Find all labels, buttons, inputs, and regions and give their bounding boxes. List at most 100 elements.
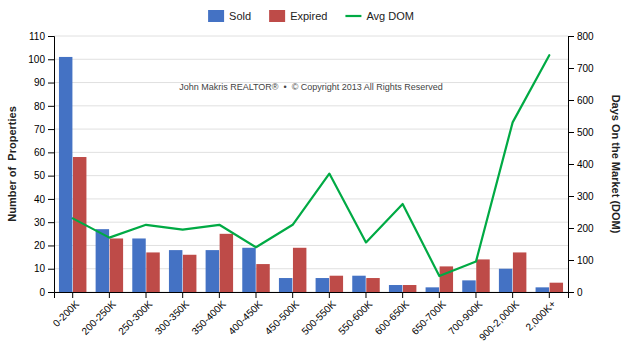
tick-label: 900-2,000K — [477, 298, 522, 343]
tick-mark — [182, 292, 183, 298]
tick-mark — [568, 228, 574, 229]
tick-mark — [329, 292, 330, 298]
tick: 50 — [34, 170, 54, 181]
tick: 800 — [568, 31, 594, 42]
tick-label: 700-900K — [446, 298, 485, 337]
tick-mark — [146, 292, 147, 298]
tick-label: 600-650K — [373, 298, 412, 337]
bar — [426, 287, 439, 292]
legend: Sold Expired Avg DOM — [208, 10, 414, 22]
grid-line — [54, 129, 568, 130]
bar — [462, 280, 475, 292]
grid-line — [54, 36, 568, 37]
y-axis-title: Number of Properties — [6, 106, 18, 222]
tick: 550-600K — [336, 292, 375, 337]
tick-mark — [109, 292, 110, 298]
chart: 0102030405060708090100110010020030040050… — [0, 0, 628, 354]
tick-mark — [72, 292, 73, 298]
tick-mark — [256, 292, 257, 298]
tick: 60 — [34, 147, 54, 158]
tick-label: 30 — [34, 217, 46, 228]
tick-label: 100 — [28, 54, 45, 65]
tick-label: 500 — [577, 127, 594, 138]
tick: 300 — [568, 191, 594, 202]
tick: 20 — [34, 240, 54, 251]
tick: 400 — [568, 159, 594, 170]
bar — [316, 278, 329, 292]
tick-label: 50 — [34, 170, 46, 181]
tick-label: 0-200K — [51, 298, 82, 329]
tick-mark — [568, 100, 574, 101]
tick: 30 — [34, 217, 54, 228]
tick: 650-700K — [409, 292, 448, 337]
legend-label: Expired — [290, 10, 327, 22]
tick-label: 20 — [34, 240, 46, 251]
bar — [183, 255, 196, 292]
tick-label: 40 — [34, 194, 46, 205]
tick: 90 — [34, 77, 54, 88]
tick: 80 — [34, 101, 54, 112]
tick: 700 — [568, 63, 594, 74]
tick: 0-200K — [51, 292, 82, 329]
tick-mark — [48, 36, 54, 37]
bar — [403, 285, 416, 292]
tick: 600 — [568, 95, 594, 106]
tick-mark — [402, 292, 403, 298]
grid-line — [54, 59, 568, 60]
tick-label: 80 — [34, 101, 46, 112]
tick-mark — [568, 68, 574, 69]
tick: 200 — [568, 223, 594, 234]
tick-label: 300 — [577, 191, 594, 202]
tick-label: 250-300K — [116, 298, 155, 337]
tick: 900-2,000K — [477, 292, 522, 343]
legend-swatch — [269, 10, 285, 22]
tick-mark — [48, 106, 54, 107]
axis-line — [569, 37, 575, 293]
tick-label: 200 — [577, 223, 594, 234]
legend-label: Sold — [229, 10, 251, 22]
plot: 0102030405060708090100110010020030040050… — [6, 31, 622, 343]
tick-label: 10 — [34, 263, 46, 274]
y2-axis: 0100200300400500600700800 — [568, 31, 594, 298]
tick-mark — [568, 132, 574, 133]
bar — [499, 269, 512, 292]
tick-mark — [568, 260, 574, 261]
tick-mark — [219, 292, 220, 298]
legend-label: Avg DOM — [366, 10, 413, 22]
tick-label: 400 — [577, 159, 594, 170]
tick-label: 400-450K — [226, 298, 265, 337]
tick-mark — [48, 59, 54, 60]
grid-line — [54, 175, 568, 176]
tick-mark — [48, 176, 54, 177]
bar — [476, 259, 489, 292]
legend-item: Expired — [269, 10, 327, 22]
tick: 0 — [39, 287, 54, 298]
tick-mark — [512, 292, 513, 298]
bar — [110, 238, 123, 292]
tick-label: 100 — [577, 255, 594, 266]
tick-label: 110 — [29, 31, 45, 42]
tick-mark — [549, 292, 550, 298]
grid-line — [54, 222, 568, 223]
bar — [169, 250, 182, 292]
bar — [132, 238, 145, 292]
grid-line — [54, 268, 568, 269]
tick-mark — [48, 199, 54, 200]
bar — [256, 264, 269, 292]
tick-mark — [292, 292, 293, 298]
tick-mark — [365, 292, 366, 298]
tick-label: 350-400K — [189, 298, 228, 337]
tick: 100 — [28, 54, 54, 65]
tick: 2,000K+ — [523, 292, 557, 333]
grid — [54, 36, 568, 292]
tick-mark — [48, 292, 54, 293]
tick-mark — [48, 83, 54, 84]
tick: 70 — [34, 124, 54, 135]
marks — [59, 55, 563, 292]
y2-axis-title: Days On the Market (DOM) — [610, 95, 622, 234]
bar — [550, 283, 563, 292]
line — [73, 55, 550, 276]
tick-label: 500-550K — [299, 298, 338, 337]
bar-series — [59, 57, 549, 292]
tick-label: 650-700K — [409, 298, 448, 337]
